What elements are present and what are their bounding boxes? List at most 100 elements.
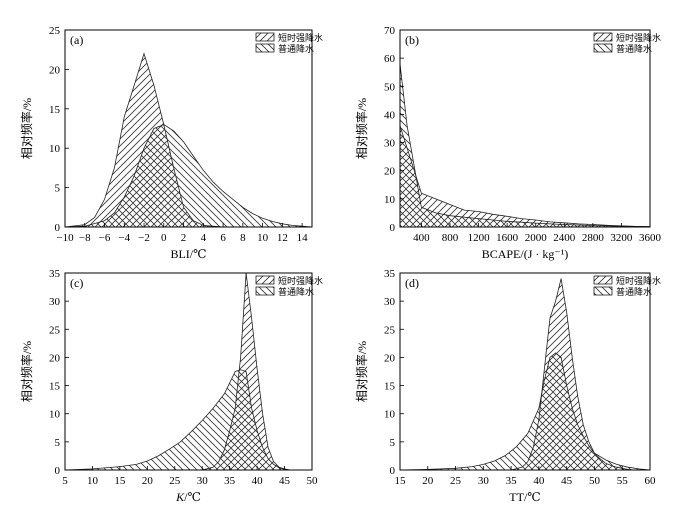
x-tick-label: 800 [442, 232, 459, 244]
legend-swatch [255, 32, 275, 42]
y-tick-label: 35 [49, 268, 61, 280]
chart-panel-1: −10 −8 −6 −4 −2 0 2 4 6 8 10 12 14 0 5 10 15 20 25 (a) BLI/℃… [19, 25, 323, 261]
y-tick-label: 0 [390, 465, 396, 477]
legend-swatch [593, 43, 613, 53]
y-axis-label: 相对频率/% [19, 98, 34, 159]
x-tick-label: 4 [201, 232, 207, 244]
x-tick-label: 50 [589, 475, 601, 487]
x-tick-label: 15 [395, 475, 407, 487]
legend-label: 普通降水 [616, 43, 652, 54]
legend-label: 短时强降水 [278, 275, 323, 286]
x-tick-label: −10 [56, 232, 74, 244]
legend-swatch [593, 275, 613, 285]
y-tick-label: 20 [384, 166, 396, 178]
x-tick-label: 20 [142, 475, 154, 487]
y-tick-label: 10 [49, 143, 61, 155]
x-tick-label: 35 [506, 475, 518, 487]
y-tick-label: 0 [55, 465, 61, 477]
legend-swatch [593, 286, 613, 296]
y-tick-label: 30 [384, 296, 396, 308]
chart-panel-3: 5 10 15 20 25 30 35 40 45 5005101520253035(c)K/℃相… [19, 268, 323, 504]
x-tick-label: 40 [533, 475, 545, 487]
y-tick-label: 20 [384, 352, 396, 364]
x-tick-label: 60 [645, 475, 657, 487]
x-tick-label: 10 [87, 475, 99, 487]
x-tick-label: 30 [478, 475, 490, 487]
panel-label: (d) [405, 276, 419, 290]
chart-panel-2: 400 800 1200 1600 2000 2400 2800 3200 3600 0 10 20 3… [354, 25, 662, 261]
x-tick-label: 2800 [582, 232, 605, 244]
x-tick-label: 2400 [553, 232, 576, 244]
y-tick-label: 35 [384, 268, 396, 280]
legend-label: 普通降水 [278, 43, 314, 54]
y-tick-label: 25 [49, 324, 61, 336]
x-tick-label: 3600 [639, 232, 662, 244]
x-tick-label: 6 [220, 232, 226, 244]
x-tick-label: 8 [240, 232, 246, 244]
series-area-2 [400, 352, 650, 470]
x-tick-label: −6 [99, 232, 111, 244]
x-tick-label: 45 [561, 475, 573, 487]
x-tick-label: 2000 [525, 232, 548, 244]
legend-label: 普通降水 [616, 286, 652, 297]
y-tick-label: 0 [390, 222, 396, 234]
x-tick-label: 25 [169, 475, 181, 487]
x-axis-label: TT/℃ [509, 490, 540, 504]
y-tick-label: 15 [384, 381, 396, 393]
y-tick-label: 5 [55, 183, 61, 195]
x-tick-label: −2 [138, 232, 150, 244]
panel-label: (b) [405, 33, 419, 47]
y-tick-label: 60 [384, 53, 396, 65]
y-axis-label: 相对频率/% [19, 341, 34, 402]
x-tick-label: 40 [252, 475, 264, 487]
x-tick-label: 400 [413, 232, 430, 244]
plot-frame [64, 272, 313, 471]
x-tick-label: 0 [161, 232, 167, 244]
legend-label: 普通降水 [278, 286, 314, 297]
y-tick-label: 10 [49, 409, 61, 421]
plot-frame [64, 29, 313, 228]
y-tick-label: 30 [384, 138, 396, 150]
y-tick-label: 20 [49, 64, 61, 76]
panel-label: (a) [70, 33, 83, 47]
legend-swatch [255, 275, 275, 285]
legend-swatch [593, 32, 613, 42]
x-tick-label: 3200 [610, 232, 633, 244]
x-tick-label: 25 [450, 475, 462, 487]
panel-label: (c) [70, 276, 83, 290]
x-tick-label: 10 [257, 232, 269, 244]
x-axis-label: K/℃ [175, 490, 201, 504]
y-axis-label: 相对频率/% [354, 98, 369, 159]
y-tick-label: 25 [49, 25, 61, 37]
y-tick-label: 5 [390, 437, 396, 449]
x-tick-label: 55 [617, 475, 629, 487]
x-tick-label: 20 [422, 475, 434, 487]
x-tick-label: 14 [297, 232, 309, 244]
series-area-2 [400, 63, 650, 227]
y-tick-label: 50 [384, 81, 396, 93]
y-tick-label: 5 [55, 437, 61, 449]
chart-panel-4: 15 20 25 30 35 40 45 50 55 60 0 5 10 15 20 25 30 35 (d) TT/… [354, 268, 661, 504]
legend-swatch [255, 286, 275, 296]
y-tick-label: 25 [384, 324, 396, 336]
x-tick-label: 5 [62, 475, 68, 487]
x-tick-label: 15 [114, 475, 126, 487]
y-tick-label: 40 [384, 109, 396, 121]
x-tick-label: 12 [277, 232, 288, 244]
y-tick-label: 20 [49, 352, 61, 364]
legend-label: 短时强降水 [278, 32, 323, 43]
y-tick-label: 0 [55, 222, 61, 234]
y-tick-label: 10 [384, 409, 396, 421]
x-tick-label: −4 [118, 232, 130, 244]
legend-label: 短时强降水 [616, 32, 661, 43]
x-tick-label: 30 [197, 475, 209, 487]
x-tick-label: 2 [181, 232, 187, 244]
x-axis-label: BLI/℃ [170, 247, 206, 261]
y-tick-label: 30 [49, 296, 61, 308]
y-tick-label: 70 [384, 25, 396, 37]
x-tick-label: 50 [307, 475, 319, 487]
legend-label: 短时强降水 [616, 275, 661, 286]
plot-frame [399, 272, 651, 471]
y-tick-label: 15 [49, 104, 61, 116]
